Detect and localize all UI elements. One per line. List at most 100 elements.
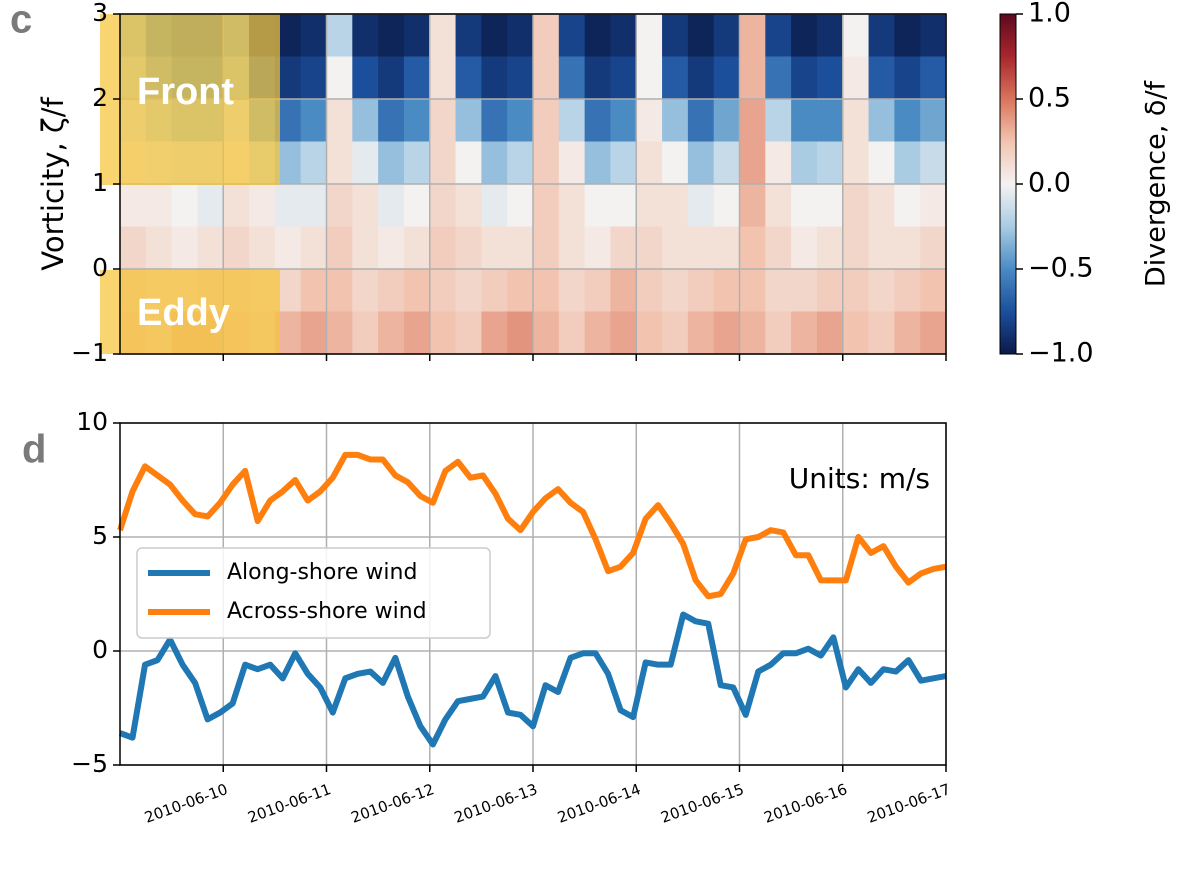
heat-cell xyxy=(662,269,689,313)
heat-cell xyxy=(687,184,715,228)
heat-cell xyxy=(403,141,431,185)
heat-cell xyxy=(687,269,715,313)
heat-cell xyxy=(842,99,870,143)
heat-cell xyxy=(687,56,715,100)
heat-cell xyxy=(584,99,612,143)
heat-cell xyxy=(352,269,379,313)
heat-cell xyxy=(481,56,508,100)
heat-cell xyxy=(791,141,818,185)
colorbar xyxy=(999,13,1017,355)
heat-cell xyxy=(765,14,792,58)
heat-cell xyxy=(403,99,431,143)
heat-cell xyxy=(610,311,637,355)
heat-cell xyxy=(791,311,818,355)
heat-cell xyxy=(816,99,844,143)
heat-cell xyxy=(507,184,534,228)
heat-cell xyxy=(713,269,741,313)
y-tick-label: 0 xyxy=(92,635,108,664)
heat-cell xyxy=(429,269,457,313)
heat-cell xyxy=(765,99,792,143)
heat-cell xyxy=(662,99,689,143)
heat-cell xyxy=(403,14,431,58)
heat-cell xyxy=(171,226,199,270)
x-tick-label: 2010-06-17 xyxy=(865,780,953,827)
heat-cell xyxy=(300,99,328,143)
y-tick-label: 10 xyxy=(76,407,108,436)
heat-cell xyxy=(378,56,405,100)
heat-cell xyxy=(713,14,741,58)
heat-cell xyxy=(636,141,663,185)
heat-cell xyxy=(739,226,766,270)
heat-cell xyxy=(816,311,844,355)
heat-cell xyxy=(378,184,405,228)
heat-cell xyxy=(713,184,741,228)
heat-cell xyxy=(326,184,353,228)
heat-cell xyxy=(403,269,431,313)
heat-cell xyxy=(636,184,663,228)
heat-cell xyxy=(326,14,353,58)
heat-cell xyxy=(326,99,353,143)
heat-cell xyxy=(765,226,792,270)
legend-box xyxy=(136,547,491,639)
heat-cell xyxy=(662,184,689,228)
heat-cell xyxy=(300,56,328,100)
heat-cell xyxy=(326,56,353,100)
heat-cell xyxy=(816,226,844,270)
colorbar-tick-label: −0.5 xyxy=(1028,253,1094,284)
series-line xyxy=(117,451,947,600)
heat-cell xyxy=(300,226,328,270)
heat-cell xyxy=(739,311,766,355)
heat-cell xyxy=(739,269,766,313)
heat-cell xyxy=(429,56,457,100)
y-axis-label: Vorticity, ζ/f xyxy=(36,97,70,271)
heat-cell xyxy=(687,14,715,58)
heat-cell xyxy=(636,226,663,270)
heat-cell xyxy=(455,141,482,185)
heat-cell xyxy=(636,14,663,58)
heat-cell xyxy=(791,99,818,143)
heat-cell xyxy=(378,311,405,355)
heat-cell xyxy=(481,269,508,313)
heat-cell xyxy=(455,311,482,355)
heat-cell xyxy=(403,226,431,270)
heat-cell xyxy=(249,226,276,270)
x-tick-label: 2010-06-13 xyxy=(452,780,540,827)
heat-cell xyxy=(739,141,766,185)
heat-cell xyxy=(429,99,457,143)
heat-cell xyxy=(403,311,431,355)
heat-cell xyxy=(791,184,818,228)
heat-cell xyxy=(842,311,870,355)
plot-area xyxy=(117,451,947,748)
heat-cell xyxy=(507,226,534,270)
heat-cell xyxy=(274,226,302,270)
heat-cell xyxy=(842,226,870,270)
y-tick-label: 2 xyxy=(92,83,108,112)
heat-cell xyxy=(894,226,921,270)
legend-label: Along-shore wind xyxy=(227,560,417,585)
x-tick-label: 2010-06-10 xyxy=(142,780,230,827)
heat-cell xyxy=(894,56,921,100)
heat-cell xyxy=(223,226,250,270)
heat-cell xyxy=(326,141,353,185)
x-tick-label: 2010-06-11 xyxy=(245,780,333,827)
heat-cell xyxy=(403,56,431,100)
annotation: Units: m/s xyxy=(789,462,930,495)
heat-cell xyxy=(171,184,199,228)
heat-cell xyxy=(352,311,379,355)
y-tick-label: 3 xyxy=(92,0,108,27)
heat-cell xyxy=(816,141,844,185)
heat-cell xyxy=(455,269,482,313)
heat-cell xyxy=(481,99,508,143)
heat-cell xyxy=(507,14,534,58)
heat-cell xyxy=(610,99,637,143)
heat-cell xyxy=(894,14,921,58)
heat-cell xyxy=(300,184,328,228)
heat-cell xyxy=(455,14,482,58)
heat-cell xyxy=(378,226,405,270)
heat-cell xyxy=(842,14,870,58)
x-tick-label: 2010-06-14 xyxy=(555,780,643,827)
heat-cell xyxy=(584,184,612,228)
colorbar-tick-label: 1.0 xyxy=(1028,0,1071,29)
heat-cell xyxy=(662,14,689,58)
heat-cell xyxy=(610,14,637,58)
